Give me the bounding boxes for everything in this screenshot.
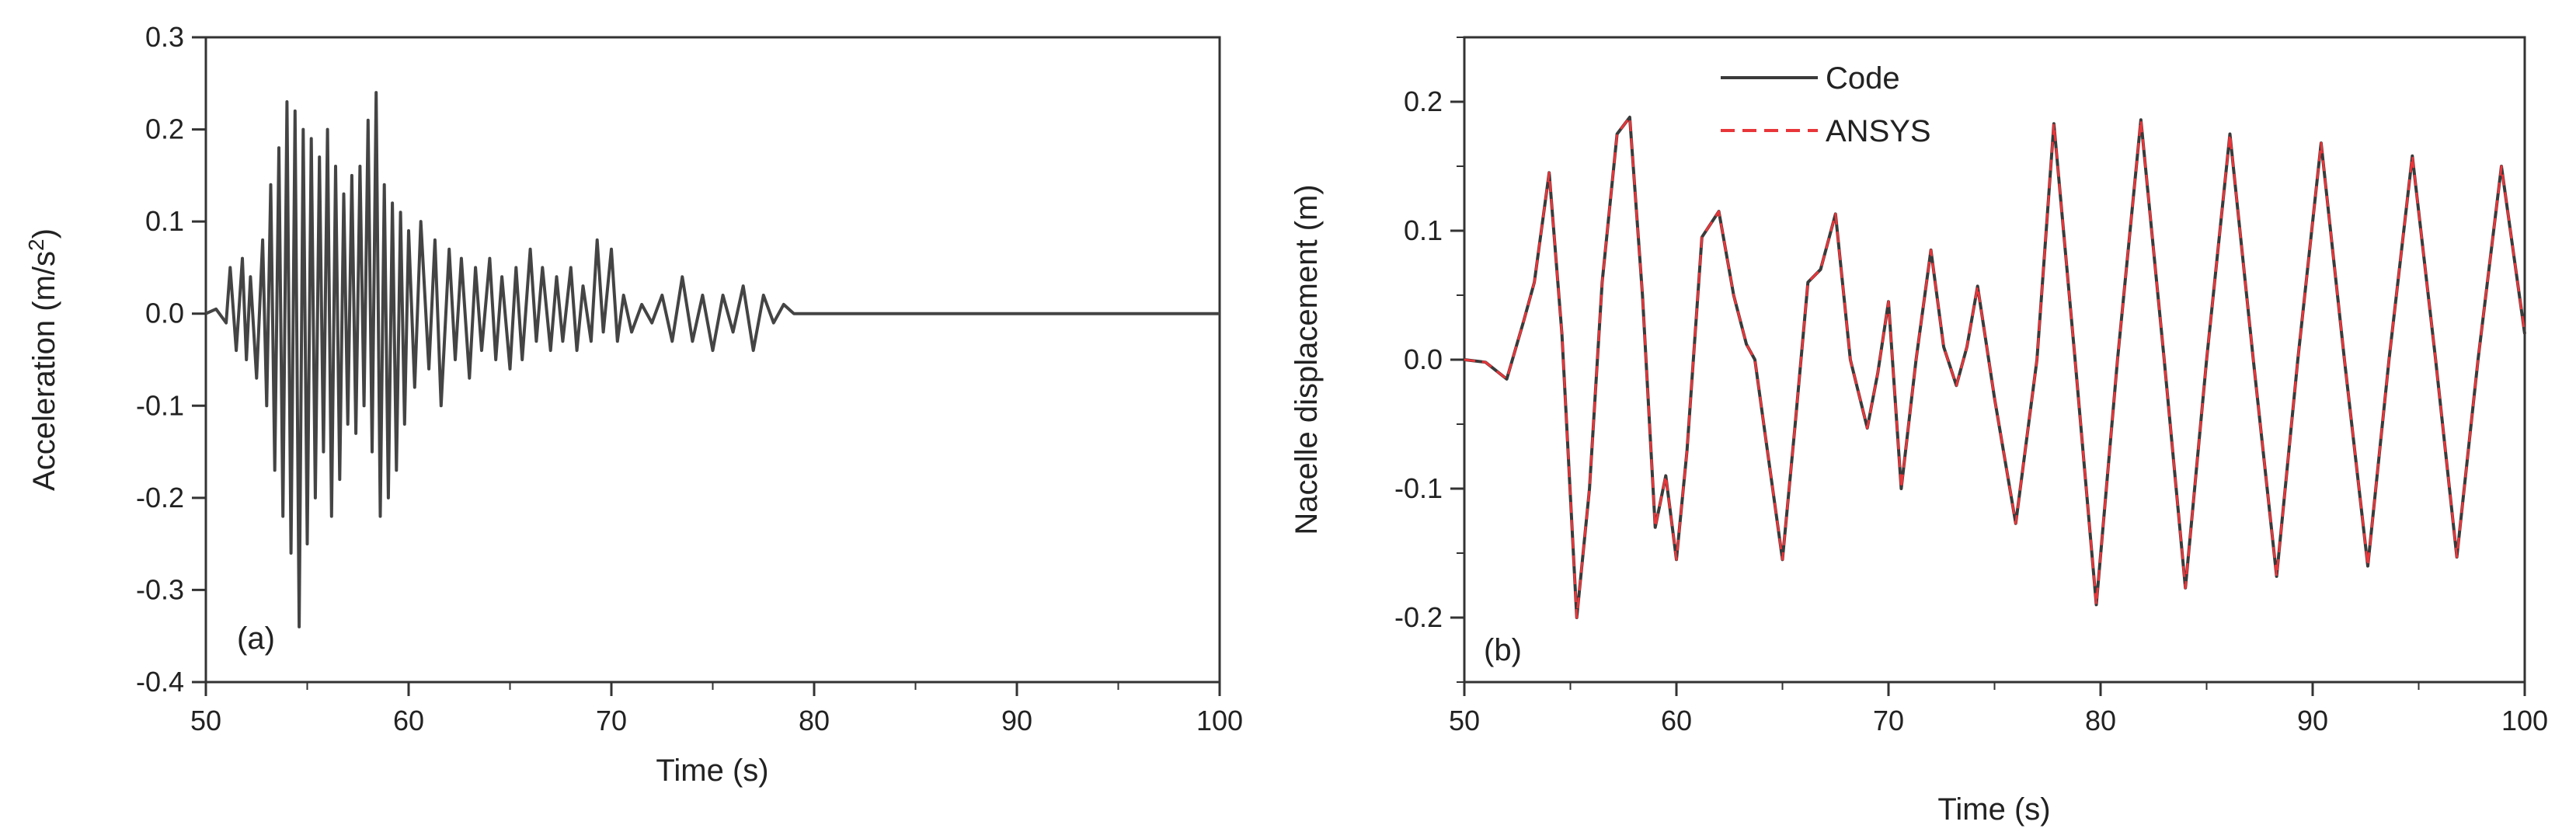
- x-tick-label: 70: [596, 705, 627, 736]
- panel-a-xlabel: Time (s): [656, 754, 768, 788]
- panel-a-ylabel-main: Acceleration (m/s: [27, 251, 61, 491]
- x-tick-label: 70: [1873, 705, 1904, 736]
- y-tick-label: -0.4: [136, 666, 184, 698]
- y-tick-label: 0.1: [145, 205, 184, 237]
- panel-b-legend: Code ANSYS: [1721, 61, 1931, 148]
- series-line-ansys: [1464, 116, 2526, 619]
- panel-a-ticks: 50 60 70 80 90 100 -0.4 -0.3 -0.2 -0.1 0.0 0.1 0.2 0.…: [136, 21, 1243, 736]
- y-tick-label: 0.1: [1404, 214, 1443, 246]
- x-tick-label: 100: [2501, 705, 2548, 736]
- panel-a-ylabel-end: ): [27, 228, 61, 238]
- x-tick-label: 50: [1449, 705, 1480, 736]
- y-tick-label: -0.3: [136, 573, 184, 605]
- panel-a-ylabel: Acceleration (m/s2): [24, 228, 61, 491]
- panel-a-series: [205, 91, 1220, 628]
- y-tick-label: 0.2: [1404, 85, 1443, 117]
- panel-b-label: (b): [1484, 633, 1522, 667]
- panel-b-nacelle-displacement: 50 60 70 80 90 100 -0.2 -0.1 0.0 0.1 0.2 (b) Time …: [1290, 36, 2548, 827]
- y-tick-label: -0.2: [136, 482, 184, 513]
- panel-b-plot-frame: [1463, 36, 2526, 684]
- legend-label-code: Code: [1826, 61, 1900, 96]
- y-tick-label: 0.3: [145, 21, 184, 53]
- panel-b-series: [1464, 115, 2526, 619]
- x-tick-label: 80: [2085, 705, 2116, 736]
- x-tick-label: 60: [1661, 705, 1692, 736]
- panel-b-ticks: 50 60 70 80 90 100 -0.2 -0.1 0.0 0.1 0.2: [1394, 37, 2548, 736]
- panel-a-ylabel-sup: 2: [24, 238, 48, 251]
- x-tick-label: 100: [1196, 705, 1243, 736]
- x-tick-label: 90: [2297, 705, 2328, 736]
- x-tick-label: 90: [1001, 705, 1032, 736]
- y-tick-label: 0.2: [145, 113, 184, 145]
- y-tick-label: -0.2: [1394, 601, 1443, 633]
- y-tick-label: 0.0: [145, 298, 184, 329]
- panel-a-label: (a): [237, 621, 275, 656]
- panel-a-acceleration: 50 60 70 80 90 100 -0.4 -0.3 -0.2 -0.1 0.0 0.1 0.2 0.…: [24, 21, 1243, 788]
- x-tick-label: 50: [190, 705, 221, 736]
- panel-b-xlabel: Time (s): [1937, 792, 2050, 827]
- y-tick-label: 0.0: [1404, 343, 1443, 375]
- y-tick-label: -0.1: [136, 389, 184, 421]
- x-tick-label: 60: [393, 705, 424, 736]
- legend-label-ansys: ANSYS: [1826, 114, 1931, 148]
- y-tick-label: -0.1: [1394, 472, 1443, 504]
- x-tick-label: 80: [799, 705, 830, 736]
- series-line-1: [205, 91, 1220, 628]
- panel-b-ylabel: Nacelle displacement (m): [1290, 184, 1324, 534]
